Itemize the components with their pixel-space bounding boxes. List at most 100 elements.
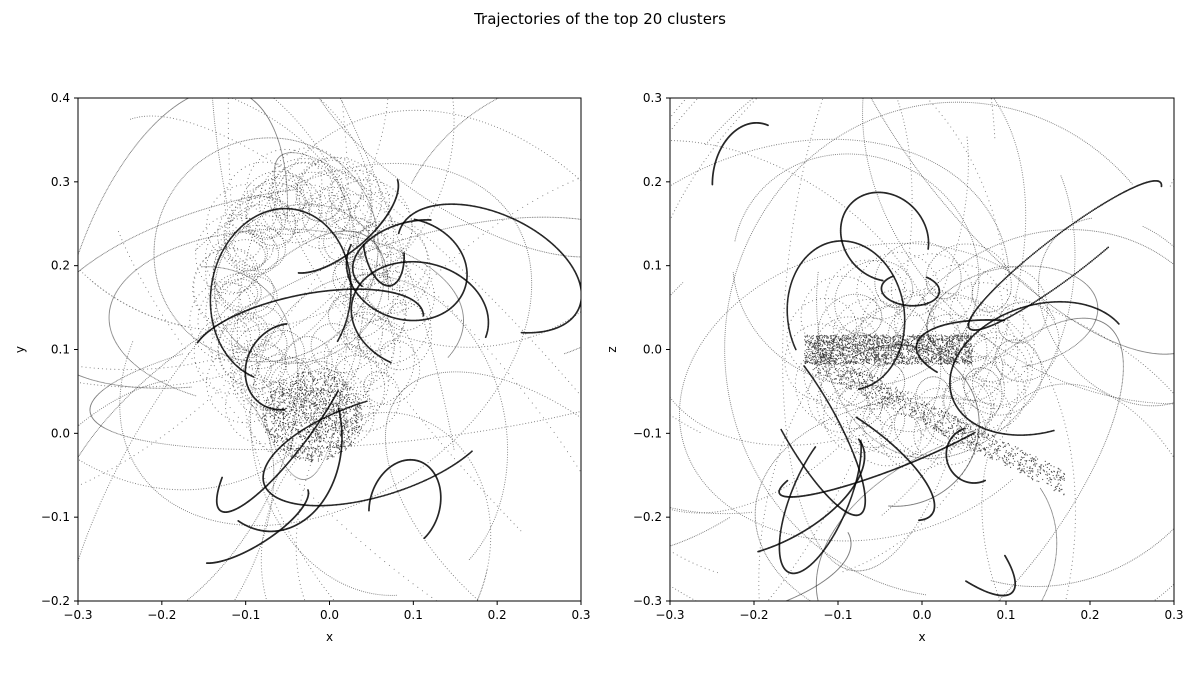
trajectory-trace bbox=[815, 444, 944, 601]
trajectory-point-set bbox=[815, 444, 944, 601]
chart-suptitle: Trajectories of the top 20 clusters bbox=[474, 10, 726, 28]
trajectory-trace bbox=[778, 431, 976, 498]
trajectory-trace bbox=[297, 178, 400, 274]
trajectory-point-set bbox=[782, 98, 996, 572]
trajectory-trace bbox=[724, 101, 1133, 596]
trajectory-point-set bbox=[926, 265, 1099, 368]
trajectory-trace bbox=[273, 152, 581, 532]
x-axis-label: x bbox=[326, 630, 333, 644]
trajectory-points-1 bbox=[78, 98, 581, 601]
y-tick-label: −0.2 bbox=[633, 510, 662, 524]
trajectory-point-set bbox=[78, 98, 365, 491]
trajectory-point-set bbox=[670, 138, 1010, 515]
y-tick-label: −0.2 bbox=[41, 594, 70, 608]
trajectory-point-set bbox=[758, 292, 1077, 600]
trajectory-point-set bbox=[804, 334, 1066, 496]
trajectory-point-set bbox=[119, 162, 533, 527]
trajectory-trace bbox=[778, 440, 863, 575]
trajectory-point-set bbox=[670, 282, 730, 547]
trajectory-point-set bbox=[724, 101, 1133, 596]
trajectory-point-set bbox=[108, 228, 465, 397]
trajectory-point-set bbox=[79, 98, 355, 388]
x-tick-label: −0.2 bbox=[147, 608, 176, 622]
trajectory-trace bbox=[852, 344, 980, 507]
trajectory-trace bbox=[758, 292, 1077, 600]
trajectory-trace bbox=[368, 458, 442, 540]
trajectory-point-set bbox=[78, 216, 581, 459]
trajectory-point-set bbox=[1037, 217, 1174, 407]
trajectory-point-set bbox=[362, 243, 406, 287]
x-tick-label: −0.1 bbox=[231, 608, 260, 622]
y-tick-label: 0.3 bbox=[643, 91, 662, 105]
trajectory-point-set bbox=[965, 554, 1017, 597]
y-tick-label: 0.1 bbox=[51, 343, 70, 357]
trajectory-trace bbox=[839, 191, 930, 282]
x-tick-label: −0.3 bbox=[63, 608, 92, 622]
trajectory-trace bbox=[260, 411, 492, 601]
trajectory-point-set bbox=[261, 371, 363, 463]
y-tick-label: 0.0 bbox=[51, 426, 70, 440]
trajectory-trace bbox=[79, 98, 355, 388]
trajectory-point-set bbox=[880, 229, 1174, 588]
x-tick-label: 0.2 bbox=[1080, 608, 1099, 622]
trajectory-trace bbox=[119, 162, 533, 527]
trajectory-point-set bbox=[273, 152, 581, 532]
trajectory-trace bbox=[78, 216, 581, 459]
y-tick-label: 0.2 bbox=[643, 175, 662, 189]
trajectory-point-set bbox=[244, 323, 288, 411]
y-axis-label: z bbox=[605, 346, 619, 352]
y-tick-label: −0.1 bbox=[41, 510, 70, 524]
trajectory-trace bbox=[782, 98, 996, 572]
trajectory-trace bbox=[784, 532, 852, 601]
trajectory-trace bbox=[978, 317, 1124, 601]
x-tick-label: 0.1 bbox=[996, 608, 1015, 622]
trajectory-trace bbox=[670, 282, 730, 547]
trajectory-point-set bbox=[368, 458, 442, 540]
trajectory-trace bbox=[78, 230, 390, 563]
x-tick-label: 0.0 bbox=[912, 608, 931, 622]
trajectory-trace bbox=[880, 275, 941, 307]
trajectory-trace bbox=[261, 371, 363, 463]
trajectory-trace bbox=[880, 229, 1174, 588]
y-tick-label: 0.1 bbox=[643, 259, 662, 273]
trajectory-trace bbox=[780, 365, 867, 517]
trajectory-trace bbox=[804, 334, 1066, 496]
y-axis-label: y bbox=[13, 346, 27, 353]
trajectory-point-set bbox=[384, 371, 581, 601]
trajectory-point-set bbox=[237, 407, 343, 533]
trajectory-trace bbox=[670, 140, 942, 433]
trajectory-trace bbox=[926, 265, 1099, 368]
trajectory-point-set bbox=[78, 379, 275, 600]
trajectory-points-2 bbox=[670, 98, 1174, 601]
x-tick-label: −0.1 bbox=[823, 608, 852, 622]
trajectory-point-set bbox=[880, 275, 941, 307]
trajectory-point-set bbox=[778, 431, 976, 498]
trajectory-trace bbox=[965, 554, 1017, 597]
y-tick-label: 0.4 bbox=[51, 91, 70, 105]
trajectory-trace bbox=[384, 371, 581, 601]
trajectory-trace bbox=[237, 407, 343, 533]
trajectory-trace bbox=[362, 243, 406, 287]
trajectory-point-set bbox=[297, 178, 400, 274]
trajectory-point-set bbox=[915, 319, 1006, 374]
trajectory-trace bbox=[1039, 487, 1058, 601]
y-tick-label: 0.3 bbox=[51, 175, 70, 189]
trajectory-point-set bbox=[118, 115, 581, 601]
x-tick-label: 0.3 bbox=[1164, 608, 1183, 622]
y-tick-label: 0.0 bbox=[643, 343, 662, 357]
x-tick-label: −0.2 bbox=[739, 608, 768, 622]
trajectory-trace bbox=[670, 138, 1010, 515]
trajectory-trace bbox=[915, 319, 1006, 374]
trajectory-trace bbox=[118, 115, 581, 601]
y-tick-label: −0.1 bbox=[633, 426, 662, 440]
y-tick-label: −0.3 bbox=[633, 594, 662, 608]
trajectory-trace bbox=[1037, 217, 1174, 407]
y-tick-label: 0.2 bbox=[51, 259, 70, 273]
trajectory-point-set bbox=[260, 411, 492, 601]
trajectory-point-set bbox=[784, 532, 852, 601]
trajectory-trace bbox=[862, 98, 1173, 405]
x-tick-label: −0.3 bbox=[655, 608, 684, 622]
trajectory-point-set bbox=[862, 98, 1173, 405]
